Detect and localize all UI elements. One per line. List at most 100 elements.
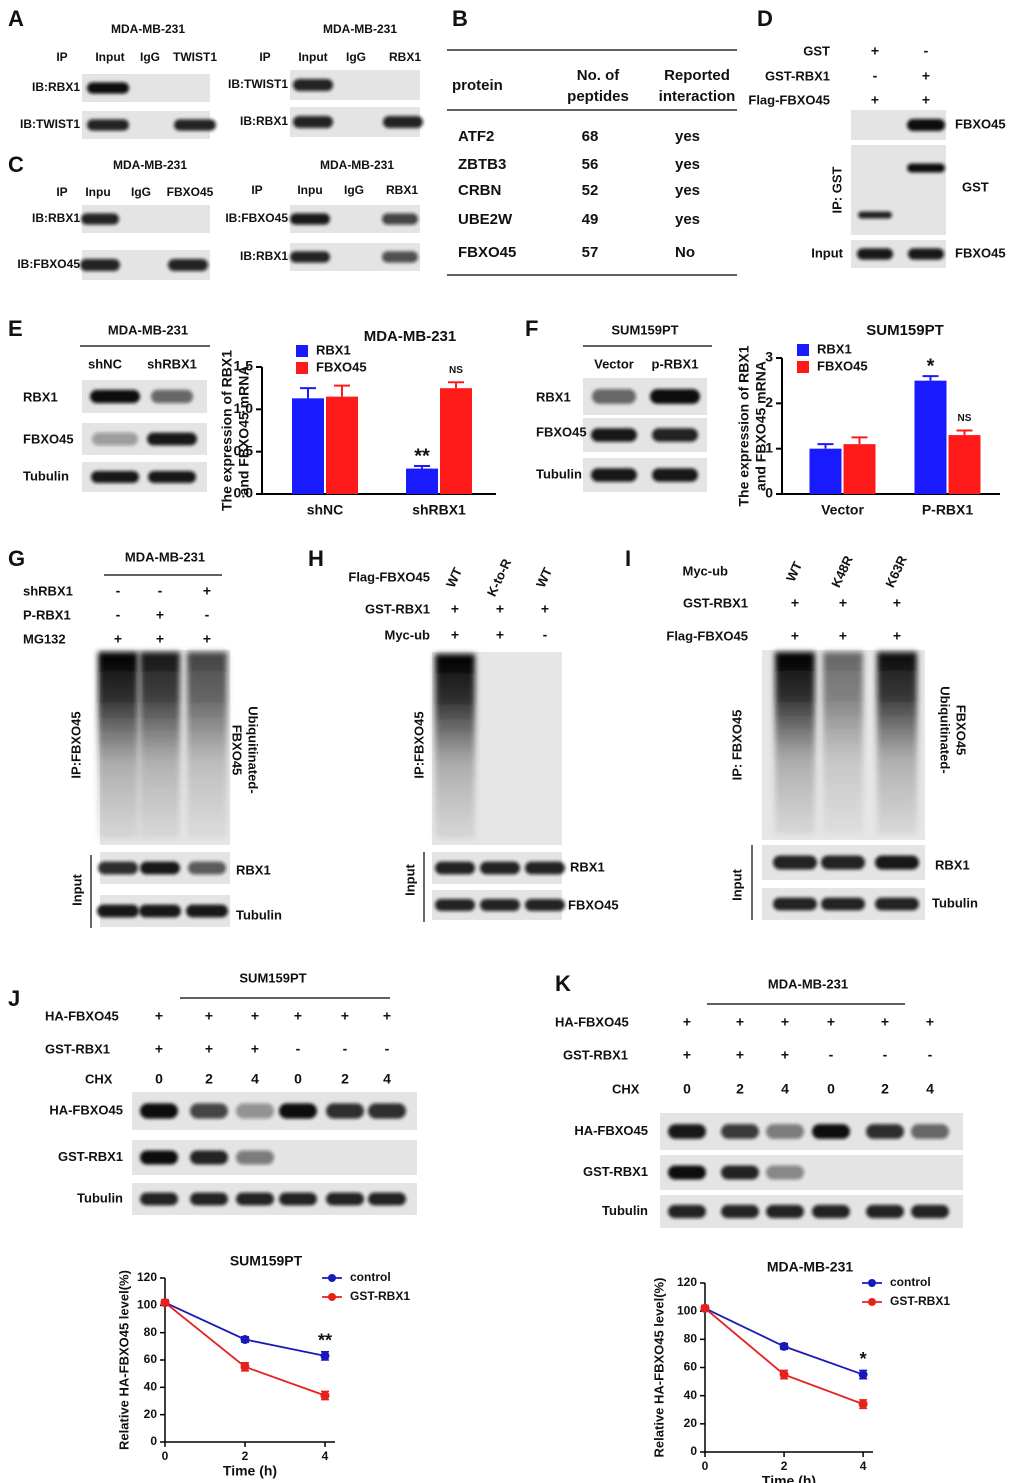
ip-label: IP: GST — [829, 166, 844, 213]
row-label: FBXO45 — [568, 897, 619, 912]
sign: - — [928, 1047, 933, 1063]
lane-label: Inpu — [297, 183, 322, 197]
sign: + — [155, 1041, 163, 1057]
band — [875, 897, 919, 911]
sign: - — [158, 583, 163, 599]
legend-swatch — [296, 362, 308, 374]
lane-label: IP — [56, 50, 67, 64]
sign: + — [203, 583, 211, 599]
sign: - — [116, 607, 121, 623]
y-axis-label: and FBXO45 mRNA — [236, 366, 252, 496]
legend-swatch — [296, 345, 308, 357]
lane-label: RBX1 — [386, 183, 418, 197]
y-tick-label: 120 — [137, 1270, 157, 1284]
x-tick-label: 2 — [781, 1459, 788, 1473]
cell-line: SUM159PT — [239, 970, 306, 985]
table-cell: No — [675, 244, 695, 261]
band — [188, 861, 226, 875]
table-cell: UBE2W — [458, 211, 513, 228]
chart-title: MDA-MB-231 — [364, 328, 457, 345]
band — [293, 116, 333, 128]
point — [858, 1399, 868, 1409]
y-tick-label: 20 — [144, 1407, 158, 1421]
row-label: Tubulin — [536, 466, 582, 481]
sign: + — [781, 1014, 789, 1030]
y-tick-label: 40 — [684, 1388, 698, 1402]
band — [368, 1192, 406, 1206]
lane-label: Input — [95, 50, 124, 64]
band — [81, 213, 119, 225]
table-header: Reported — [664, 67, 730, 84]
sign: + — [451, 627, 459, 643]
sign: - — [873, 68, 878, 84]
series-line — [704, 1307, 864, 1405]
condition-label: Flag-FBXO45 — [666, 628, 748, 643]
legend-label: FBXO45 — [316, 359, 367, 374]
y-tick-label: 100 — [677, 1303, 697, 1317]
sign: - — [205, 607, 210, 623]
point — [320, 1351, 330, 1361]
legend-marker — [328, 1274, 336, 1282]
sign: 4 — [251, 1071, 259, 1087]
bar — [809, 448, 842, 494]
cell-line: MDA-MB-231 — [108, 322, 188, 337]
band — [435, 861, 475, 875]
point — [700, 1303, 710, 1313]
smear-label: Ubiquitinated- — [938, 686, 953, 773]
error-bar — [448, 381, 464, 389]
band — [236, 1192, 274, 1206]
input-label: Input — [729, 868, 744, 900]
sign: 2 — [341, 1071, 349, 1087]
y-tick-label: 60 — [684, 1360, 698, 1374]
band — [907, 119, 945, 131]
cell-line: SUM159PT — [611, 322, 678, 337]
band — [140, 1103, 178, 1119]
condition-label: Flag-FBXO45 — [748, 92, 830, 107]
point — [858, 1370, 868, 1380]
lane-label: IP — [259, 50, 270, 64]
sign: + — [871, 43, 879, 59]
sign: + — [736, 1047, 744, 1063]
lane-label: FBXO45 — [167, 185, 214, 199]
table-cell: FBXO45 — [458, 244, 516, 261]
sign: + — [893, 595, 901, 611]
annotation: NS — [449, 365, 463, 376]
condition-label: CHX — [85, 1071, 113, 1086]
series-line — [704, 1307, 864, 1376]
error-bar — [817, 443, 834, 449]
sign: - — [385, 1041, 390, 1057]
ip-label: IP: FBXO45 — [729, 710, 744, 781]
band — [858, 211, 892, 219]
sign: + — [496, 627, 504, 643]
smear-label: Ubiquitinated- — [246, 706, 261, 793]
blot — [660, 1155, 963, 1190]
row-label: FBXO45 — [23, 431, 74, 446]
sign: + — [156, 607, 164, 623]
band — [168, 259, 208, 271]
band — [525, 861, 565, 875]
legend-label: RBX1 — [817, 341, 852, 356]
y-tick-label: 2 — [765, 394, 773, 410]
band — [866, 1124, 904, 1139]
band — [326, 1103, 364, 1119]
blot — [851, 145, 946, 235]
table-header: peptides — [567, 88, 629, 105]
y-tick-label: 80 — [684, 1332, 698, 1346]
sign: + — [781, 1047, 789, 1063]
lane-label: p-RBX1 — [652, 356, 699, 371]
band-label: GST — [962, 179, 989, 194]
band — [668, 1204, 706, 1219]
lane-label: TWIST1 — [173, 50, 217, 64]
sign: + — [205, 1041, 213, 1057]
band — [652, 428, 698, 442]
sign: 2 — [881, 1081, 889, 1097]
annotation: * — [860, 1349, 867, 1369]
table-header: protein — [452, 77, 503, 94]
sign: - — [343, 1041, 348, 1057]
y-axis-label: Relative HA-FBXO45 level(%) — [651, 1278, 666, 1458]
y-tick-label: 60 — [144, 1352, 158, 1366]
y-tick-label: 100 — [137, 1298, 157, 1312]
band — [151, 389, 193, 404]
band — [857, 248, 893, 260]
legend-marker — [868, 1298, 876, 1306]
